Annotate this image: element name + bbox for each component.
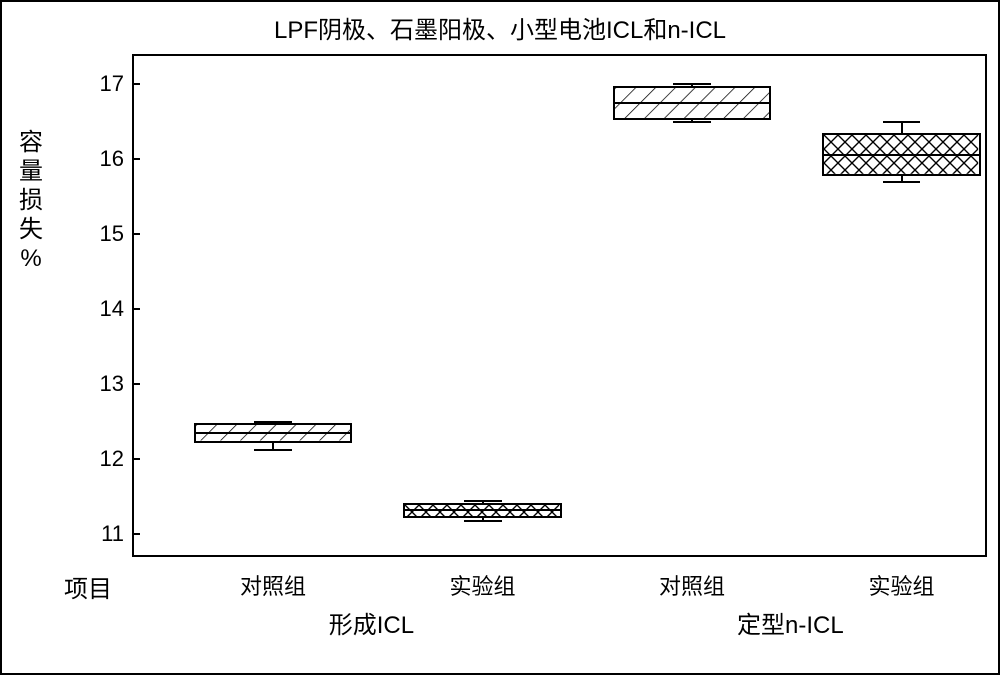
boxplot-whisker xyxy=(901,122,903,133)
y-axis-label-text: 容量损失% xyxy=(16,129,46,273)
y-tick-label: 15 xyxy=(84,221,124,247)
plot-area xyxy=(132,54,987,557)
boxplot-whisker-cap xyxy=(464,500,502,502)
boxplot-whisker-cap xyxy=(254,449,292,451)
chart-container: LPF阴极、石墨阳极、小型电池ICL和n-ICL 容量损失% 项目 11 12 13… xyxy=(0,0,1000,675)
x-group-label: 形成ICL xyxy=(329,605,414,640)
y-tick-mark xyxy=(132,458,140,460)
y-axis-label: 容量损失% xyxy=(16,129,46,273)
boxplot-whisker-cap xyxy=(673,83,711,85)
y-tick-mark xyxy=(132,383,140,385)
chart-title: LPF阴极、石墨阳极、小型电池ICL和n-ICL xyxy=(2,2,998,53)
y-tick-label: 11 xyxy=(84,521,124,547)
y-tick-mark xyxy=(132,308,140,310)
y-tick-mark xyxy=(132,533,140,535)
x-item-label: 实验组 xyxy=(450,569,516,601)
y-tick-mark xyxy=(132,83,140,85)
boxplot-whisker-cap xyxy=(883,181,921,183)
y-tick-label: 13 xyxy=(84,371,124,397)
boxplot-whisker-cap xyxy=(254,421,292,423)
row-label: 项目 xyxy=(64,569,112,604)
y-tick-label: 16 xyxy=(84,146,124,172)
y-tick-label: 12 xyxy=(84,446,124,472)
y-tick-mark xyxy=(132,233,140,235)
boxplot-whisker-cap xyxy=(673,121,711,123)
y-tick-label: 14 xyxy=(84,296,124,322)
y-tick-label: 17 xyxy=(84,71,124,97)
boxplot-median xyxy=(613,102,771,104)
x-item-label: 对照组 xyxy=(659,569,725,601)
boxplot-whisker-cap xyxy=(464,520,502,522)
y-tick-mark xyxy=(132,158,140,160)
boxplot-median xyxy=(194,432,352,434)
x-group-label: 定型n-ICL xyxy=(737,605,844,640)
x-item-label: 对照组 xyxy=(240,569,306,601)
x-item-label: 实验组 xyxy=(868,569,934,601)
boxplot-median xyxy=(403,509,561,511)
boxplot-whisker-cap xyxy=(883,121,921,123)
boxplot-median xyxy=(822,154,980,156)
